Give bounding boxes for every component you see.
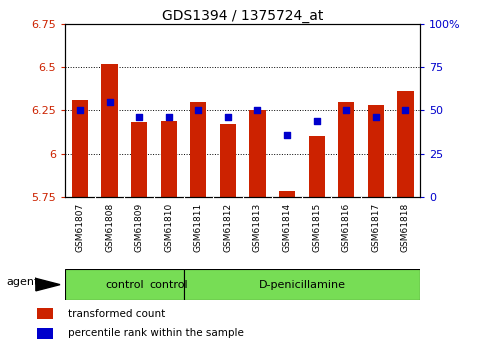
Text: GSM61808: GSM61808 <box>105 203 114 252</box>
Polygon shape <box>36 278 60 291</box>
Point <box>165 115 172 120</box>
Text: GSM61809: GSM61809 <box>135 203 143 252</box>
Text: D-penicillamine: D-penicillamine <box>258 280 345 289</box>
Bar <box>37 308 53 319</box>
Point <box>283 132 291 137</box>
Point <box>135 115 143 120</box>
Point <box>106 99 114 105</box>
Bar <box>65 269 184 300</box>
Bar <box>131 122 147 197</box>
Point <box>342 108 350 113</box>
Bar <box>190 102 206 197</box>
Text: GSM61812: GSM61812 <box>224 203 232 252</box>
Text: control: control <box>149 280 188 289</box>
Text: GSM61813: GSM61813 <box>253 203 262 252</box>
Bar <box>309 136 325 197</box>
Point <box>372 115 380 120</box>
Bar <box>220 124 236 197</box>
Text: GSM61815: GSM61815 <box>312 203 321 252</box>
Bar <box>161 121 177 197</box>
Bar <box>72 100 88 197</box>
Bar <box>249 110 266 197</box>
Bar <box>37 328 53 339</box>
Text: GSM61816: GSM61816 <box>342 203 351 252</box>
Bar <box>101 64 118 197</box>
Point <box>76 108 84 113</box>
Text: GSM61811: GSM61811 <box>194 203 203 252</box>
Text: GSM61814: GSM61814 <box>283 203 292 252</box>
Point <box>195 108 202 113</box>
Point <box>224 115 232 120</box>
Text: percentile rank within the sample: percentile rank within the sample <box>68 328 243 338</box>
Point <box>401 108 409 113</box>
Point <box>313 118 321 124</box>
Bar <box>279 191 295 197</box>
Point <box>254 108 261 113</box>
Bar <box>184 269 420 300</box>
Text: control: control <box>105 280 143 289</box>
Text: GSM61817: GSM61817 <box>371 203 380 252</box>
Title: GDS1394 / 1375724_at: GDS1394 / 1375724_at <box>162 9 324 23</box>
Text: agent: agent <box>7 277 39 286</box>
Bar <box>368 105 384 197</box>
Text: GSM61807: GSM61807 <box>75 203 85 252</box>
Bar <box>338 102 355 197</box>
Text: transformed count: transformed count <box>68 308 165 318</box>
Text: GSM61818: GSM61818 <box>401 203 410 252</box>
Text: GSM61810: GSM61810 <box>164 203 173 252</box>
Bar <box>398 91 413 197</box>
